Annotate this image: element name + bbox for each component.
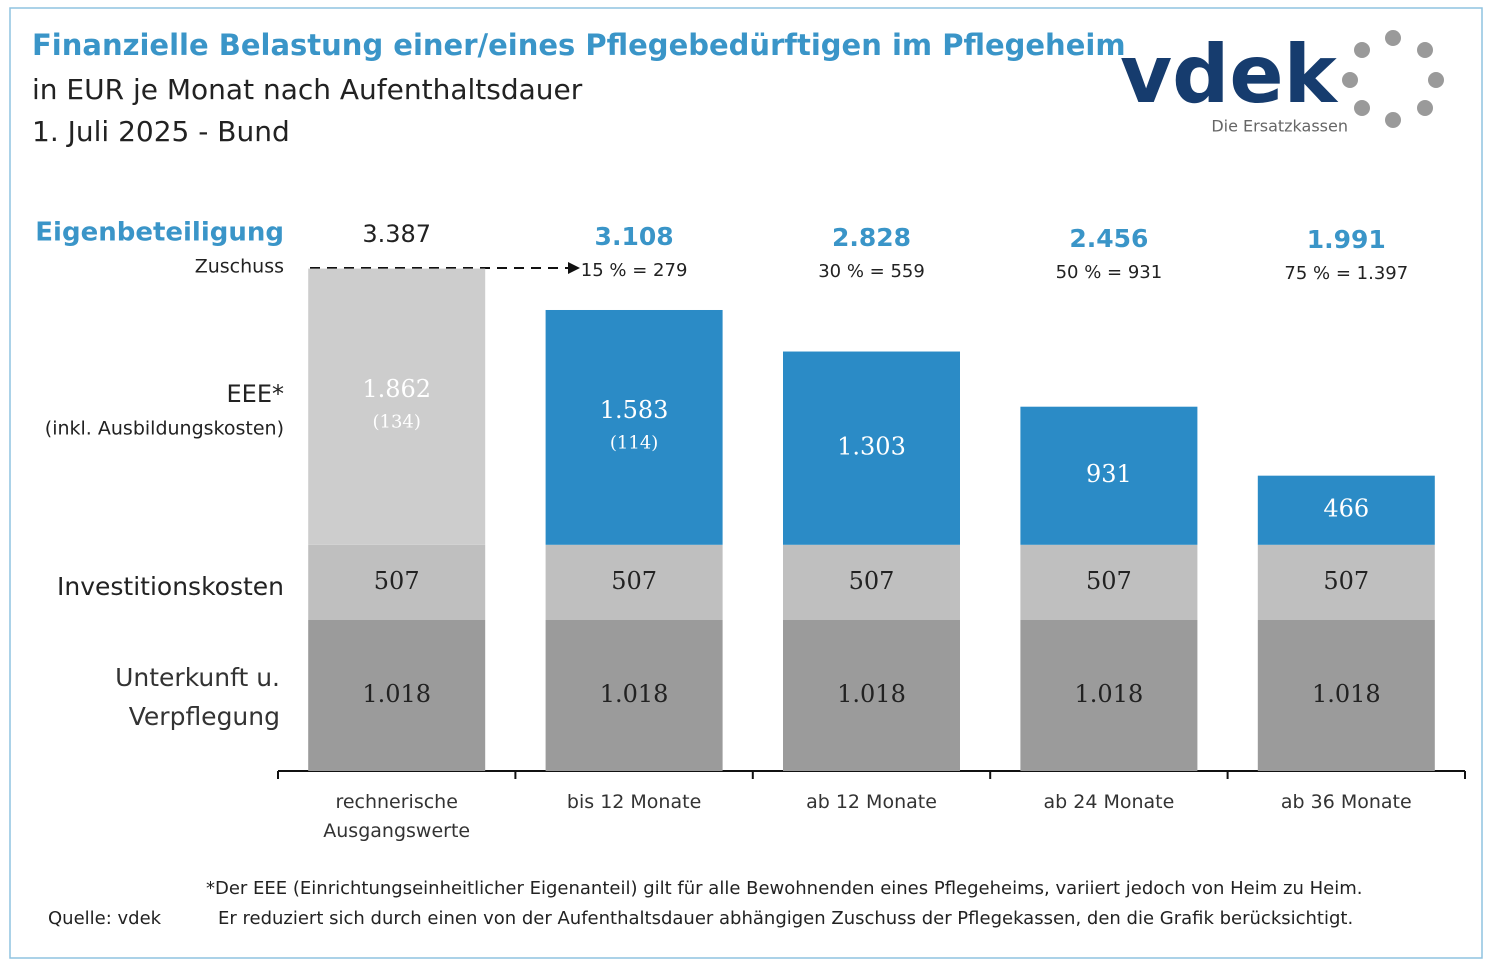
chart-date: 1. Juli 2025 - Bund (32, 115, 290, 148)
value-label: 507 (374, 567, 420, 595)
bar-segment (308, 544, 486, 620)
chart-title: Finanzielle Belastung einer/eines Pflege… (32, 28, 1126, 62)
bar-segment (1020, 544, 1198, 620)
value-label: 466 (1323, 495, 1369, 523)
x-tick-label: ab 12 Monate (806, 791, 937, 813)
legend-eee: EEE* (227, 380, 285, 408)
subsidy-label: 30 % = 559 (818, 261, 925, 282)
x-tick-label: rechnerische Ausgangswerte (323, 791, 471, 842)
value-label: 1.018 (837, 680, 906, 708)
value-label: 507 (1086, 567, 1132, 595)
total-label: 3.108 (595, 222, 674, 251)
subsidy-label: 50 % = 931 (1056, 262, 1163, 283)
total-label: 2.456 (1069, 224, 1148, 253)
bar-segment (545, 309, 723, 545)
total-label: 3.387 (362, 220, 431, 248)
sub-label: (114) (610, 432, 658, 453)
value-label: 1.303 (837, 433, 906, 461)
bar-segment (545, 620, 723, 771)
value-label: 507 (849, 567, 895, 595)
bar-segment (783, 544, 960, 620)
value-label: 1.018 (600, 680, 669, 708)
total-label: 2.828 (832, 223, 911, 252)
subsidy-label: 15 % = 279 (581, 260, 688, 281)
x-tick-label: ab 24 Monate (1043, 791, 1175, 813)
bar-segment (308, 620, 486, 771)
bar-segment (783, 351, 960, 545)
legend-invest: Investitionskosten (57, 572, 284, 601)
subsidy-arrowhead (568, 262, 580, 274)
footnote: Er reduziert sich durch einen von der Au… (218, 908, 1353, 929)
value-label: 507 (611, 567, 657, 595)
source: Quelle: vdek (48, 908, 162, 929)
value-label: 1.583 (600, 396, 669, 424)
bar-segment (1257, 620, 1435, 771)
legend-subsidy: Zuschuss (195, 256, 284, 278)
bar-segment (1257, 475, 1435, 545)
x-tick-label: bis 12 Monate (566, 791, 702, 813)
value-label: 1.018 (1312, 680, 1381, 708)
chart-subtitle: in EUR je Monat nach Aufenthaltsdauer (32, 73, 583, 106)
logo-tagline: Die Ersatzkassen (1211, 117, 1348, 136)
value-label: 1.018 (362, 680, 431, 708)
bar-segment (1020, 620, 1198, 771)
bar-segment (545, 544, 723, 620)
footnote: *Der EEE (Einrichtungseinheitlicher Eige… (206, 878, 1362, 899)
sub-label: (134) (372, 412, 420, 433)
logo-ring (1342, 30, 1444, 128)
legend-accommodation: Unterkunft u. Verpflegung (115, 663, 280, 731)
value-label: 1.018 (1075, 680, 1144, 708)
value-label: 931 (1086, 460, 1132, 488)
legend-eee-note: (inkl. Ausbildungskosten) (45, 418, 284, 440)
bar-segment (308, 268, 486, 545)
x-tick-label: ab 36 Monate (1280, 791, 1412, 813)
logo: vdek (1120, 28, 1339, 121)
value-label: 1.862 (362, 375, 431, 403)
bar-segment (783, 620, 960, 771)
bar-segment (1020, 406, 1198, 545)
total-label: 1.991 (1307, 225, 1386, 254)
subsidy-label: 75 % = 1.397 (1284, 263, 1408, 284)
legend-totals: Eigenbeteiligung (35, 218, 284, 248)
bar-segment (1257, 544, 1435, 620)
value-label: 507 (1323, 567, 1369, 595)
frame (9, 7, 1483, 959)
